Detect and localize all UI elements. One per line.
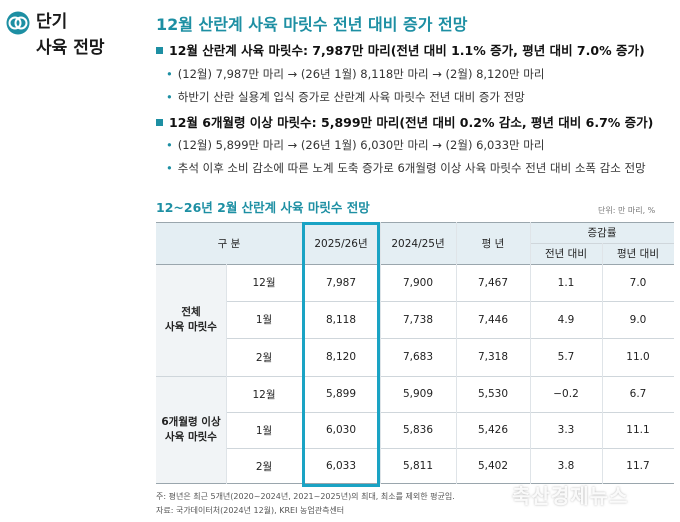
value-vs-average: 11.7 [626, 460, 650, 472]
square-bullet-icon [156, 119, 163, 126]
header-change: 증감률 [587, 227, 617, 239]
value-vs-average: 11.0 [626, 351, 650, 363]
header-bottom-rule [156, 264, 674, 265]
side-title-line1: 단기 [36, 12, 68, 32]
dot-bullet-icon: • [166, 161, 173, 175]
group-label-total: 전체 사육 마릿수 [156, 264, 226, 376]
value-yoy: 1.1 [557, 276, 575, 289]
list-item: • (12월) 7,987만 마리 → (26년 1월) 8,118만 마리 → … [166, 66, 544, 82]
unit-label: 단위: 만 마리, % [598, 206, 656, 215]
group-label-line1: 6개월령 이상 [161, 416, 221, 428]
column-divider [380, 222, 381, 484]
table-bottom-rule [156, 483, 674, 484]
value-vs-average: 6.7 [629, 388, 647, 400]
header-category: 구 분 [217, 237, 241, 250]
value-2025-26: 8,118 [325, 313, 357, 326]
value-vs-average: 11.1 [626, 424, 650, 436]
footnote: 주: 평년은 최근 5개년(2020~2024년, 2021~2025년)의 최… [156, 492, 455, 501]
group-label-line1: 전체 [181, 306, 201, 318]
month-cell: 2월 [255, 351, 273, 364]
header-2024-25: 2024/25년 [391, 237, 445, 250]
list-item-text: (12월) 5,899만 마리 → (26년 1월) 6,030만 마리 → (… [177, 138, 545, 152]
column-divider [530, 222, 531, 484]
value-2025-26: 5,899 [325, 388, 357, 400]
row-divider [226, 338, 674, 339]
header-vs-average: 평년 대비 [617, 248, 659, 260]
table-top-rule [156, 222, 674, 223]
value-average: 5,530 [477, 388, 509, 400]
watermark: 축산경제뉴스 [512, 484, 629, 508]
value-average: 7,446 [477, 313, 509, 326]
month-cell: 12월 [252, 277, 276, 289]
value-vs-average: 7.0 [629, 276, 647, 289]
list-item: • 하반기 산란 실용계 입식 증가로 산란계 사육 마릿수 전년 대비 증가 전… [166, 89, 525, 105]
value-2024-25: 7,683 [402, 351, 434, 363]
side-title-line2: 사육 전망 [36, 38, 105, 58]
group-label-line2: 사육 마릿수 [165, 321, 217, 333]
value-average: 5,402 [477, 460, 509, 472]
value-2024-25: 5,836 [402, 424, 434, 436]
section-heading-text: 12월 6개월령 이상 마릿수: 5,899만 마리(전년 대비 0.2% 감소… [169, 115, 654, 130]
data-table: 구 분 2025/26년 2024/25년 평 년 증감률 전년 대비 평년 대… [156, 222, 674, 487]
value-2024-25: 7,900 [402, 276, 434, 289]
month-cell: 12월 [252, 388, 276, 401]
value-2025-26: 7,987 [325, 276, 357, 289]
month-cell: 2월 [255, 460, 273, 473]
value-yoy: 4.9 [557, 313, 575, 326]
group-column-bg [156, 264, 226, 484]
value-average: 7,318 [477, 351, 509, 363]
table-title: 12~26년 2월 산란계 사육 마릿수 전망 [156, 200, 370, 215]
value-yoy: −0.2 [553, 388, 579, 400]
value-2025-26: 8,120 [325, 351, 357, 363]
list-item-text: 추석 이후 소비 감소에 따른 노계 도축 증가로 6개월령 이상 사육 마릿수… [177, 161, 646, 175]
section-heading-total: 12월 산란계 사육 마릿수: 7,987만 마리(전년 대비 1.1% 증가,… [156, 40, 645, 59]
dot-bullet-icon: • [166, 138, 173, 152]
row-divider [226, 301, 674, 302]
side-title: 단기 사육 전망 [36, 9, 104, 61]
header-yoy: 전년 대비 [545, 248, 587, 260]
main-title: 12월 산란계 사육 마릿수 전년 대비 증가 전망 [156, 15, 468, 34]
value-2024-25: 7,738 [402, 313, 434, 326]
row-divider [226, 448, 674, 449]
value-average: 7,467 [477, 276, 509, 289]
month-cell: 1월 [255, 314, 273, 326]
value-2024-25: 5,909 [402, 388, 434, 400]
section-heading-text: 12월 산란계 사육 마릿수: 7,987만 마리(전년 대비 1.1% 증가,… [169, 43, 645, 58]
group-label-6month: 6개월령 이상 사육 마릿수 [156, 376, 226, 484]
group-label-line2: 사육 마릿수 [165, 431, 217, 443]
value-yoy: 3.3 [557, 424, 575, 436]
column-divider [456, 222, 457, 484]
highlight-column-box [302, 222, 380, 487]
square-bullet-icon [156, 47, 163, 54]
header-average: 평 년 [481, 237, 505, 250]
list-item-text: 하반기 산란 실용계 입식 증가로 산란계 사육 마릿수 전년 대비 증가 전망 [177, 90, 525, 104]
month-cell: 1월 [255, 424, 273, 437]
list-item: • 추석 이후 소비 감소에 따른 노계 도축 증가로 6개월령 이상 사육 마릿… [166, 160, 646, 176]
list-item: • (12월) 5,899만 마리 → (26년 1월) 6,030만 마리 → … [166, 137, 544, 153]
column-divider [602, 243, 603, 484]
value-yoy: 3.8 [557, 460, 575, 472]
section-logo-icon [6, 11, 30, 35]
value-2025-26: 6,033 [325, 460, 357, 472]
value-average: 5,426 [477, 424, 509, 436]
row-divider [226, 412, 674, 413]
section-heading-6month: 12월 6개월령 이상 마릿수: 5,899만 마리(전년 대비 0.2% 감소… [156, 112, 653, 131]
group-divider [156, 376, 674, 377]
list-item-text: (12월) 7,987만 마리 → (26년 1월) 8,118만 마리 → (… [177, 67, 545, 81]
column-divider [226, 264, 227, 484]
header-2025-26: 2025/26년 [314, 237, 368, 250]
dot-bullet-icon: • [166, 67, 173, 81]
source-note: 자료: 국가데이터처(2024년 12월), KREI 농업관측센터 [156, 506, 345, 515]
value-2025-26: 6,030 [325, 424, 357, 436]
value-vs-average: 9.0 [629, 313, 647, 326]
value-yoy: 5.7 [557, 351, 575, 363]
value-2024-25: 5,811 [402, 460, 434, 472]
dot-bullet-icon: • [166, 90, 173, 104]
